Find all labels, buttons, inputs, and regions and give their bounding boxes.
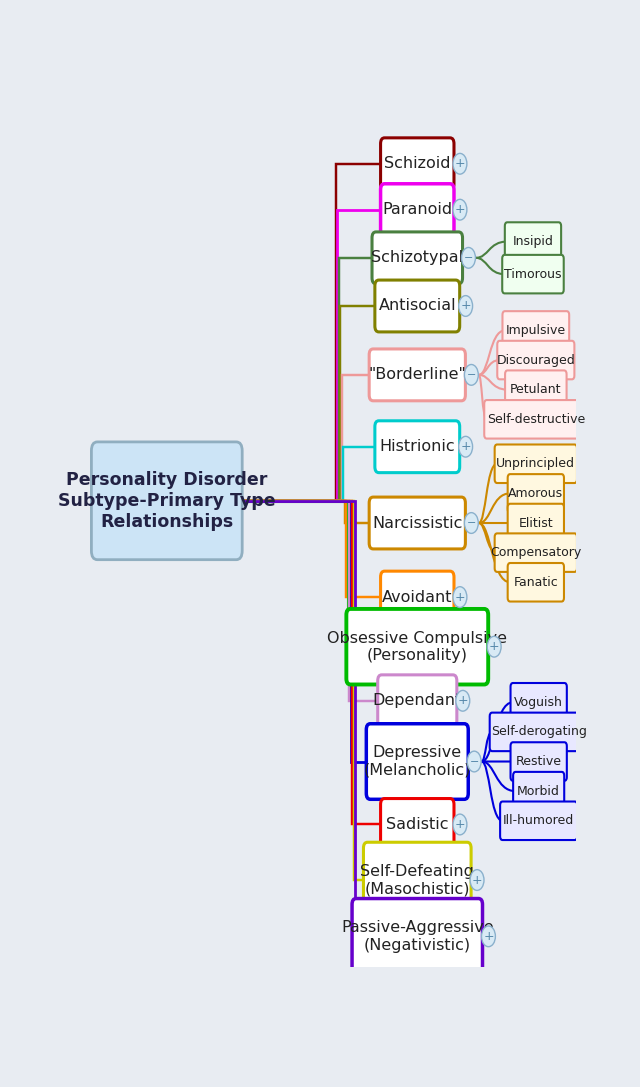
Text: Compensatory: Compensatory <box>490 546 582 559</box>
FancyBboxPatch shape <box>381 799 454 850</box>
FancyBboxPatch shape <box>364 842 471 917</box>
FancyBboxPatch shape <box>369 497 465 549</box>
Text: +: + <box>460 440 471 453</box>
FancyBboxPatch shape <box>381 571 454 623</box>
Circle shape <box>456 690 470 711</box>
Circle shape <box>453 814 467 835</box>
Circle shape <box>459 436 472 458</box>
FancyBboxPatch shape <box>505 371 566 409</box>
FancyBboxPatch shape <box>495 534 577 572</box>
Text: Petulant: Petulant <box>510 384 561 396</box>
Text: Unprincipled: Unprincipled <box>497 458 575 471</box>
Text: −: − <box>467 370 476 379</box>
FancyBboxPatch shape <box>500 801 577 840</box>
FancyBboxPatch shape <box>366 724 468 799</box>
FancyBboxPatch shape <box>375 421 460 473</box>
Text: Narcissistic: Narcissistic <box>372 515 463 530</box>
Text: +: + <box>458 695 468 708</box>
FancyBboxPatch shape <box>502 311 569 350</box>
Text: Dependant: Dependant <box>372 694 462 709</box>
Text: Sadistic: Sadistic <box>386 817 449 832</box>
Text: +: + <box>489 640 499 653</box>
Text: −: − <box>467 518 476 528</box>
Text: Passive-Aggressive
(Negativistic): Passive-Aggressive (Negativistic) <box>341 920 493 952</box>
Circle shape <box>453 587 467 608</box>
FancyBboxPatch shape <box>378 675 457 727</box>
Circle shape <box>487 636 501 657</box>
Circle shape <box>453 153 467 174</box>
Text: +: + <box>454 203 465 216</box>
Text: Voguish: Voguish <box>514 696 563 709</box>
Text: +: + <box>460 300 471 312</box>
FancyBboxPatch shape <box>92 442 242 560</box>
Text: Discouraged: Discouraged <box>497 353 575 366</box>
Circle shape <box>467 751 481 772</box>
Text: Histrionic: Histrionic <box>380 439 455 454</box>
FancyBboxPatch shape <box>508 474 564 513</box>
Text: Self-Defeating
(Masochistic): Self-Defeating (Masochistic) <box>360 864 474 896</box>
FancyBboxPatch shape <box>513 772 564 811</box>
Circle shape <box>465 364 478 385</box>
FancyBboxPatch shape <box>508 503 564 542</box>
Text: Self-destructive: Self-destructive <box>486 413 585 426</box>
FancyBboxPatch shape <box>484 400 588 438</box>
FancyBboxPatch shape <box>502 254 564 293</box>
Circle shape <box>453 199 467 220</box>
Text: −: − <box>470 757 479 766</box>
Circle shape <box>481 926 495 947</box>
FancyBboxPatch shape <box>505 222 561 261</box>
FancyBboxPatch shape <box>372 232 463 284</box>
Text: Avoidant: Avoidant <box>382 589 452 604</box>
Text: Antisocial: Antisocial <box>378 299 456 313</box>
Text: Amorous: Amorous <box>508 487 563 500</box>
Text: Schizoid: Schizoid <box>384 157 451 172</box>
Circle shape <box>465 513 478 534</box>
Text: +: + <box>454 819 465 830</box>
Text: Impulsive: Impulsive <box>506 324 566 337</box>
Text: Paranoid: Paranoid <box>382 202 452 217</box>
Text: Personality Disorder
Subtype-Primary Type
Relationships: Personality Disorder Subtype-Primary Typ… <box>58 471 276 530</box>
Text: Insipid: Insipid <box>513 235 554 248</box>
Text: Ill-humored: Ill-humored <box>503 814 574 827</box>
FancyBboxPatch shape <box>352 899 483 974</box>
Circle shape <box>461 248 476 268</box>
FancyBboxPatch shape <box>369 349 465 401</box>
Text: +: + <box>454 590 465 603</box>
Text: Timorous: Timorous <box>504 267 562 280</box>
FancyBboxPatch shape <box>511 742 567 780</box>
Circle shape <box>470 870 484 890</box>
Text: Elitist: Elitist <box>518 516 553 529</box>
Text: +: + <box>472 874 483 887</box>
Text: Morbid: Morbid <box>517 785 560 798</box>
Text: −: − <box>464 253 473 263</box>
Text: Schizotypal: Schizotypal <box>371 250 463 265</box>
Text: "Borderline": "Borderline" <box>369 367 466 383</box>
Text: Depressive
(Melancholic): Depressive (Melancholic) <box>364 746 471 777</box>
FancyBboxPatch shape <box>346 609 488 685</box>
Text: Fanatic: Fanatic <box>513 576 558 589</box>
FancyBboxPatch shape <box>495 445 577 483</box>
FancyBboxPatch shape <box>508 563 564 601</box>
Circle shape <box>459 296 472 316</box>
Text: Obsessive Compulsive
(Personality): Obsessive Compulsive (Personality) <box>327 630 508 663</box>
FancyBboxPatch shape <box>490 713 588 751</box>
Text: Restive: Restive <box>516 755 562 769</box>
Text: +: + <box>454 158 465 171</box>
FancyBboxPatch shape <box>375 280 460 332</box>
FancyBboxPatch shape <box>381 184 454 236</box>
Text: Self-derogating: Self-derogating <box>491 725 587 738</box>
FancyBboxPatch shape <box>497 341 574 379</box>
FancyBboxPatch shape <box>381 138 454 190</box>
FancyBboxPatch shape <box>511 683 567 722</box>
Text: +: + <box>483 929 494 942</box>
